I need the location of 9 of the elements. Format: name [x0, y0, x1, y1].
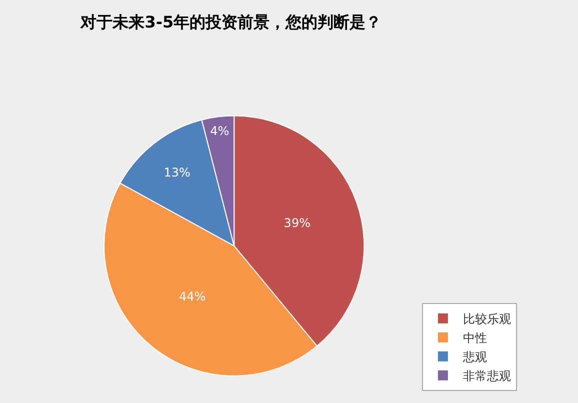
data-label: 13% — [164, 165, 190, 180]
legend-label: 比较乐观 — [462, 312, 511, 326]
legend-label: 非常悲观 — [462, 369, 511, 384]
data-label: 4% — [210, 124, 230, 138]
legend-label: 中性 — [462, 331, 487, 346]
data-label: 39% — [284, 216, 310, 230]
data-label: 44% — [178, 289, 206, 304]
legend-label: 悲观 — [462, 350, 487, 364]
chart-title: 对于未来3-5年的投资前景，您的判断是？ — [80, 12, 382, 32]
